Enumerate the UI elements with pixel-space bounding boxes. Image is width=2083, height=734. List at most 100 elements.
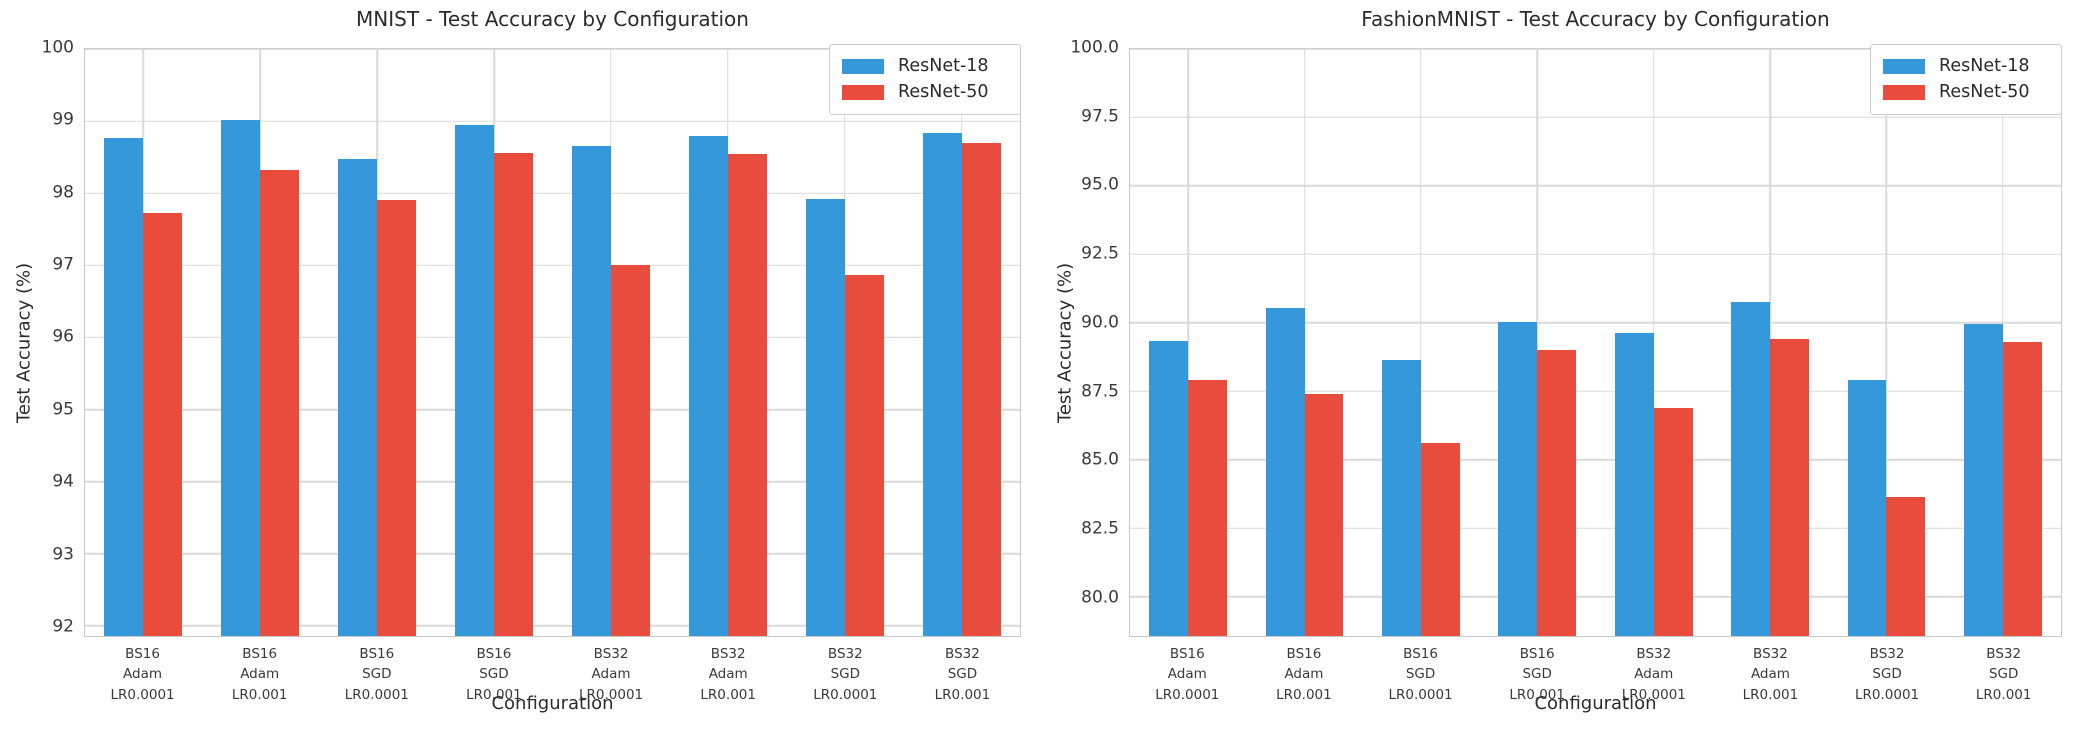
legend-item-resnet-50: ResNet-50 bbox=[842, 81, 1006, 102]
v-gridline bbox=[1885, 49, 1888, 636]
chart-title: FashionMNIST - Test Accuracy by Configur… bbox=[1361, 7, 1830, 31]
bar-resnet-18 bbox=[221, 119, 261, 636]
bar-group bbox=[1828, 49, 1944, 636]
bar-resnet-50 bbox=[844, 275, 884, 636]
bar-resnet-50 bbox=[494, 152, 534, 636]
h-gridline bbox=[1130, 116, 2061, 119]
x-tick-label: BS16 SGD LR0.001 bbox=[1509, 646, 1565, 703]
bar-resnet-50 bbox=[1770, 339, 1809, 636]
h-gridline bbox=[85, 408, 1020, 411]
bar-group bbox=[1479, 49, 1595, 636]
bar-resnet-50 bbox=[961, 142, 1001, 636]
x-axis-label: Configuration bbox=[491, 693, 614, 714]
bar-resnet-18 bbox=[1847, 380, 1887, 636]
bar-group bbox=[1712, 49, 1828, 636]
legend-item-resnet-18: ResNet-18 bbox=[842, 57, 1006, 76]
bar-group bbox=[1596, 49, 1712, 636]
h-gridline bbox=[85, 192, 1020, 194]
x-tick-label: BS16 Adam LR0.0001 bbox=[110, 646, 175, 703]
bar-resnet-50 bbox=[143, 212, 183, 636]
chart-title: MNIST - Test Accuracy by Configuration bbox=[356, 7, 749, 31]
bar-resnet-18 bbox=[922, 133, 962, 636]
h-gridline bbox=[85, 48, 1020, 50]
bar-group bbox=[669, 49, 786, 636]
bar-group bbox=[1246, 49, 1362, 636]
bar-resnet-50 bbox=[1188, 380, 1228, 636]
x-tick-label: BS32 Adam LR0.0001 bbox=[1621, 646, 1686, 703]
x-axis-label: Configuration bbox=[1534, 693, 1657, 714]
bar-resnet-18 bbox=[1614, 332, 1654, 636]
x-tick-label: BS16 Adam LR0.0001 bbox=[1155, 646, 1220, 703]
v-gridline bbox=[1187, 49, 1189, 636]
x-tick-label: BS16 SGD LR0.0001 bbox=[1388, 646, 1453, 703]
legend-item-resnet-18: ResNet-18 bbox=[1883, 56, 2047, 76]
y-tick-labels: 80.0 82.5 85.0 87.5 90.0 92.5 95.0 97.5 100.0 bbox=[1041, 39, 1119, 637]
bar-resnet-50 bbox=[1537, 350, 1577, 636]
bar-resnet-18 bbox=[1265, 307, 1305, 636]
h-gridline bbox=[1130, 596, 2061, 598]
bar-group bbox=[786, 49, 903, 636]
bar-group bbox=[1945, 49, 2061, 636]
legend-swatch-icon bbox=[1883, 59, 1925, 75]
legend-swatch-icon bbox=[1883, 84, 1925, 100]
h-gridline bbox=[1130, 185, 2061, 187]
bar-resnet-18 bbox=[805, 199, 845, 636]
legend-swatch-icon bbox=[842, 59, 884, 75]
y-tick-label: 100.0 bbox=[1070, 37, 1119, 58]
v-gridline bbox=[1420, 49, 1422, 636]
bar-resnet-18 bbox=[1149, 340, 1189, 636]
bar-resnet-18 bbox=[1731, 302, 1771, 636]
x-tick-label: BS16 Adam LR0.001 bbox=[231, 646, 288, 703]
bar-resnet-50 bbox=[1886, 496, 1926, 636]
bar-resnet-50 bbox=[1653, 407, 1693, 636]
bar-group bbox=[85, 49, 202, 636]
y-tick-label: 93 bbox=[52, 544, 74, 565]
y-tick-label: 92 bbox=[52, 616, 74, 637]
bar-resnet-18 bbox=[1498, 321, 1538, 636]
bar-resnet-18 bbox=[571, 145, 611, 636]
h-gridline bbox=[85, 336, 1020, 339]
y-tick-label: 96 bbox=[52, 326, 74, 347]
y-tick-label: 98 bbox=[52, 182, 74, 203]
bar-resnet-18 bbox=[1963, 324, 2003, 636]
h-gridline bbox=[85, 553, 1020, 555]
bar-resnet-50 bbox=[260, 170, 300, 636]
legend: ResNet-18 ResNet-50 bbox=[829, 44, 1021, 115]
h-gridline bbox=[85, 120, 1020, 122]
x-tick-label: BS32 SGD LR0.0001 bbox=[813, 646, 878, 703]
h-gridline bbox=[85, 480, 1020, 483]
bar-group bbox=[1363, 49, 1479, 636]
x-tick-label: BS16 SGD LR0.0001 bbox=[344, 646, 409, 703]
h-gridline bbox=[1130, 253, 2061, 256]
h-gridline bbox=[1130, 48, 2061, 50]
h-gridline bbox=[1130, 527, 2061, 530]
h-gridline bbox=[1130, 459, 2061, 461]
legend-label: ResNet-50 bbox=[1939, 81, 2030, 102]
v-gridline bbox=[1652, 49, 1655, 636]
x-tick-label: BS32 Adam LR0.001 bbox=[700, 646, 756, 703]
v-gridline bbox=[1536, 49, 1539, 636]
bar-resnet-18 bbox=[104, 137, 144, 636]
y-tick-label: 95 bbox=[52, 399, 74, 420]
h-gridline bbox=[85, 264, 1020, 267]
legend-label: ResNet-50 bbox=[898, 81, 989, 102]
x-tick-label: BS32 SGD LR0.0001 bbox=[1854, 646, 1920, 703]
y-tick-label: 90.0 bbox=[1081, 312, 1119, 333]
x-tick-label: BS32 Adam LR0.001 bbox=[1742, 646, 1799, 703]
y-tick-label: 95.0 bbox=[1081, 174, 1119, 195]
y-tick-label: 97.5 bbox=[1081, 106, 1119, 127]
bar-group bbox=[436, 49, 553, 636]
legend-item-resnet-50: ResNet-50 bbox=[1883, 81, 2047, 102]
bar-resnet-50 bbox=[727, 154, 767, 636]
x-tick-label: BS32 SGD LR0.001 bbox=[1975, 646, 2032, 703]
y-tick-label: 94 bbox=[52, 471, 74, 492]
x-tick-label: BS32 Adam LR0.0001 bbox=[578, 646, 644, 703]
bar-group bbox=[903, 49, 1020, 636]
legend-swatch-icon bbox=[842, 84, 884, 100]
h-gridline bbox=[1130, 322, 2061, 324]
y-tick-label: 85.0 bbox=[1081, 449, 1119, 470]
legend-label: ResNet-18 bbox=[1939, 56, 2030, 76]
bar-group bbox=[202, 49, 319, 636]
x-tick-label: BS16 Adam LR0.001 bbox=[1276, 646, 1332, 703]
